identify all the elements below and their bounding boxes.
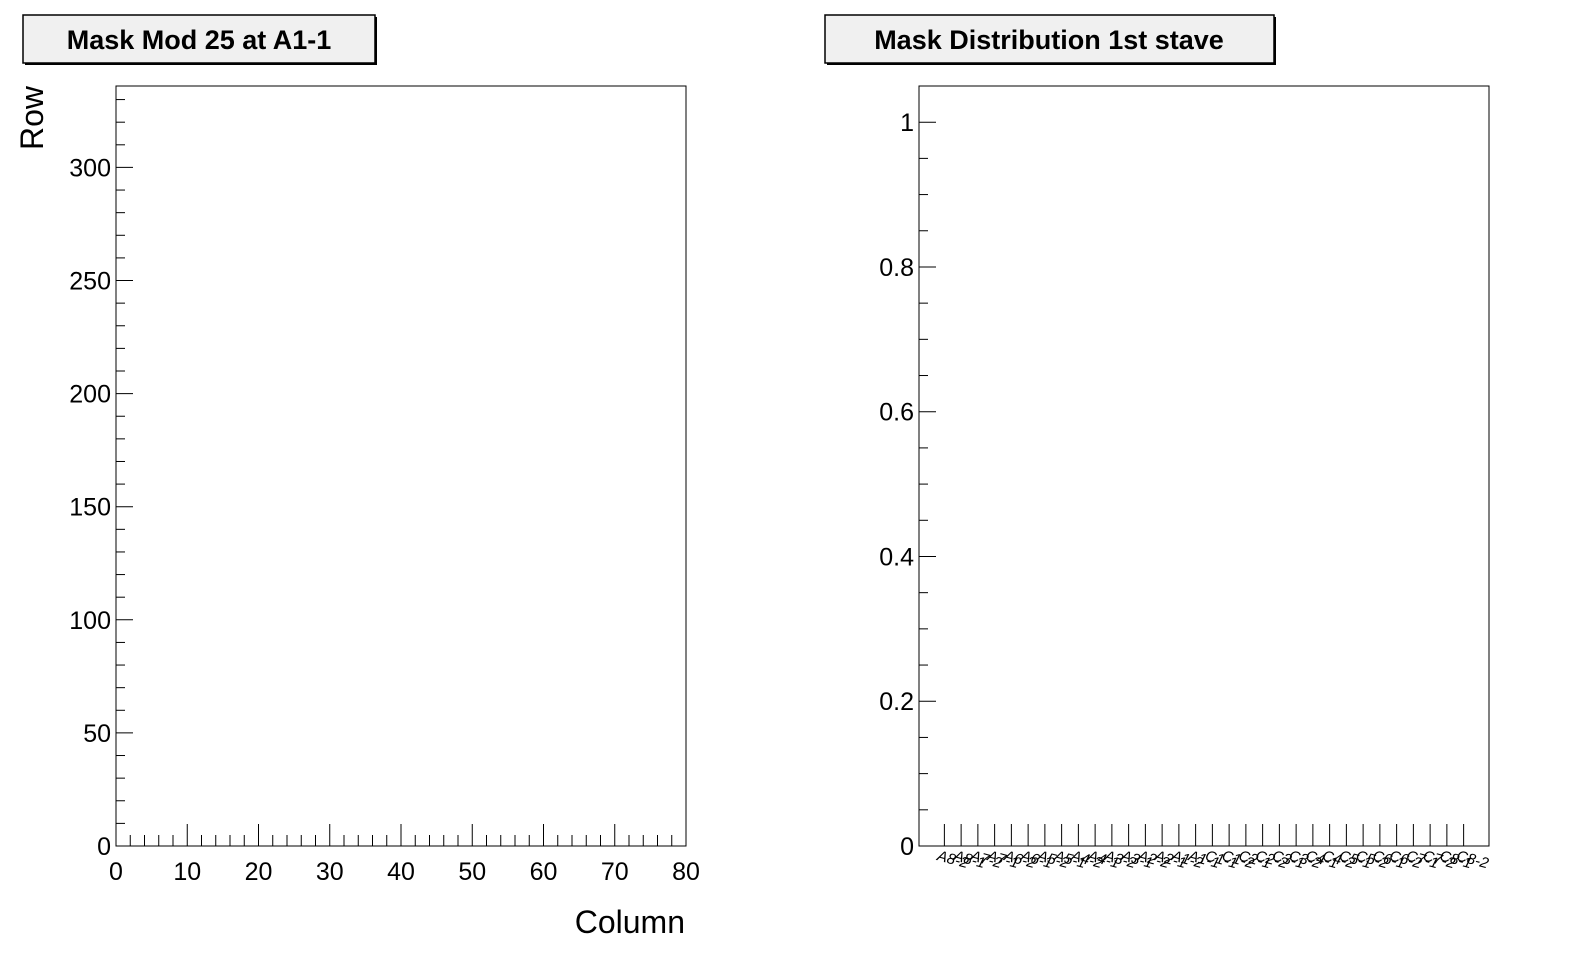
y-tick-label: 1: [900, 109, 914, 137]
y-tick-label: 0.8: [879, 254, 914, 282]
left-y-axis-title: Row: [14, 85, 50, 150]
x-tick-label: 70: [601, 858, 629, 886]
x-tick-label: 0: [109, 858, 123, 886]
left-plot-frame: [115, 85, 687, 847]
y-tick-label: 300: [69, 154, 111, 182]
right-x-axis: A8-2A8-1A7-2A7-1A6-2A6-1A5-2A5-1A4-2A4-1…: [934, 824, 1491, 872]
y-tick-label: 0: [900, 833, 914, 861]
x-tick-label: 40: [387, 858, 415, 886]
left-y-axis: 0 50 100 150 200 250 300: [69, 99, 133, 861]
y-tick-label: 200: [69, 381, 111, 409]
right-panel: Mask Distribution 1st stave A8-2A8-1A7-2…: [824, 14, 1491, 872]
y-tick-label: 0.6: [879, 399, 914, 427]
left-x-axis: 0 10 20 30 40 50 60 70 80: [109, 824, 700, 886]
y-tick-label: 50: [83, 720, 111, 748]
x-tick-label: 80: [672, 858, 700, 886]
x-tick-label: 60: [530, 858, 558, 886]
y-tick-label: 150: [69, 494, 111, 522]
right-y-axis: 0 0.2 0.4 0.6 0.8 1: [879, 85, 936, 861]
right-title-box: Mask Distribution 1st stave: [824, 14, 1276, 65]
y-tick-label: 0.4: [879, 543, 914, 571]
x-tick-label: 50: [458, 858, 486, 886]
x-tick-label: 10: [173, 858, 201, 886]
left-x-axis-title: Column: [575, 904, 685, 940]
left-chart-title: Mask Mod 25 at A1-1: [67, 25, 332, 55]
x-tick-label: 20: [245, 858, 273, 886]
right-chart-title: Mask Distribution 1st stave: [874, 25, 1224, 55]
left-title-box: Mask Mod 25 at A1-1: [22, 14, 377, 65]
y-tick-label: 0.2: [879, 688, 914, 716]
y-tick-label: 250: [69, 268, 111, 296]
y-tick-label: 0: [97, 833, 111, 861]
x-tick-label: 30: [316, 858, 344, 886]
right-plot-frame: [918, 85, 1490, 847]
y-tick-label: 100: [69, 607, 111, 635]
left-panel: Mask Mod 25 at A1-1 0 10 20 30 40 50 60 70 80 0 5…: [14, 14, 700, 940]
